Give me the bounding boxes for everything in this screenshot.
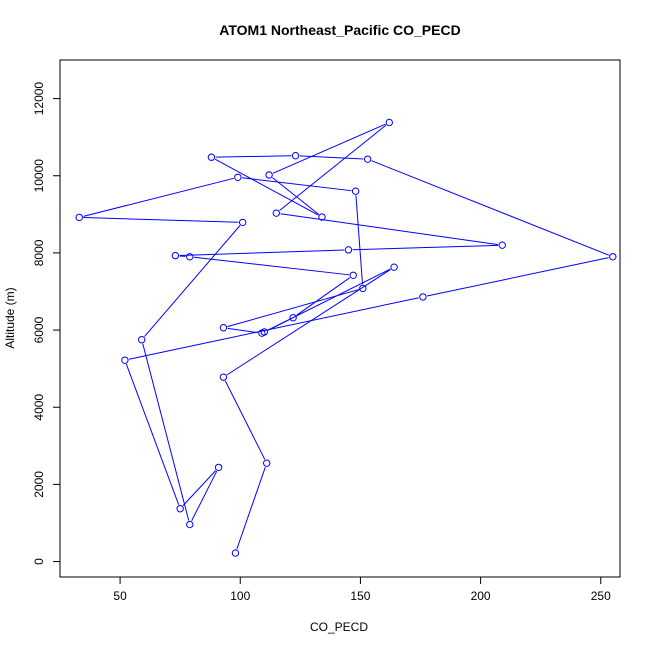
- data-layer: [76, 119, 616, 556]
- plot-frame: [60, 60, 620, 577]
- series-line-segment: [192, 471, 217, 521]
- y-tick-label: 4000: [32, 394, 46, 421]
- x-tick-label: 200: [471, 589, 491, 603]
- y-tick-label: 6000: [32, 316, 46, 343]
- series-line-segment: [129, 298, 419, 360]
- series-line-segment: [228, 328, 258, 332]
- y-tick-label: 12000: [32, 82, 46, 116]
- data-point-marker: [499, 242, 505, 248]
- data-point-marker: [172, 252, 178, 258]
- data-point-marker: [391, 264, 397, 270]
- series-line-segment: [143, 344, 189, 521]
- data-point-marker: [122, 357, 128, 363]
- series-line-segment: [268, 320, 289, 331]
- series-line-segment: [280, 125, 386, 210]
- data-point-marker: [350, 272, 356, 278]
- y-axis-label: Altitude (m): [3, 287, 17, 348]
- data-point-marker: [239, 219, 245, 225]
- data-point-marker: [610, 254, 616, 260]
- y-tick-label: 8000: [32, 239, 46, 266]
- data-point-marker: [187, 521, 193, 527]
- data-point-marker: [352, 188, 358, 194]
- series-line-segment: [272, 178, 318, 215]
- series-line-segment: [427, 258, 609, 296]
- axis-ticks: 50 100 150 200 250 0 2000 4000 6000 8000 10000 1200…: [32, 82, 611, 603]
- series-line-segment: [144, 226, 239, 337]
- series-line-segment: [242, 178, 351, 191]
- data-point-marker: [177, 506, 183, 512]
- series-line-segment: [194, 257, 349, 275]
- series-line-segment: [183, 471, 216, 506]
- series-line-segment: [297, 278, 350, 316]
- series-line-segment: [216, 156, 292, 157]
- series-line-segment: [280, 214, 498, 245]
- series-line-segment: [225, 381, 264, 460]
- x-tick-label: 150: [350, 589, 370, 603]
- y-tick-label: 10000: [32, 159, 46, 193]
- data-point-marker: [235, 174, 241, 180]
- series-line-segment: [126, 364, 178, 505]
- data-point-marker: [139, 337, 145, 343]
- series-line-segment: [237, 467, 265, 549]
- data-point-marker: [292, 152, 298, 158]
- data-point-marker: [266, 172, 272, 178]
- x-tick-label: 50: [113, 589, 127, 603]
- series-line-segment: [83, 218, 238, 223]
- series-line-segment: [83, 178, 233, 216]
- data-point-marker: [420, 294, 426, 300]
- x-axis-label: CO_PECD: [310, 620, 368, 634]
- series-line-segment: [356, 195, 363, 284]
- data-point-marker: [364, 156, 370, 162]
- series-line-segment: [372, 161, 609, 256]
- series-line-segment: [215, 159, 318, 215]
- data-point-marker: [220, 325, 226, 331]
- y-tick-label: 2000: [32, 471, 46, 498]
- x-tick-label: 100: [230, 589, 250, 603]
- series-line-segment: [180, 250, 345, 256]
- series-line-segment: [273, 124, 385, 173]
- series-line-segment: [353, 245, 498, 249]
- data-point-marker: [386, 119, 392, 125]
- data-point-marker: [273, 210, 279, 216]
- data-point-marker: [76, 214, 82, 220]
- y-tick-label: 0: [32, 558, 46, 565]
- x-tick-label: 250: [591, 589, 611, 603]
- data-point-marker: [187, 254, 193, 260]
- data-point-marker: [345, 247, 351, 253]
- data-point-marker: [220, 374, 226, 380]
- chart-title: ATOM1 Northeast_Pacific CO_PECD: [219, 22, 460, 38]
- series-line-segment: [227, 269, 391, 374]
- data-point-marker: [232, 550, 238, 556]
- data-point-marker: [263, 460, 269, 466]
- data-point-marker: [208, 154, 214, 160]
- data-point-marker: [215, 464, 221, 470]
